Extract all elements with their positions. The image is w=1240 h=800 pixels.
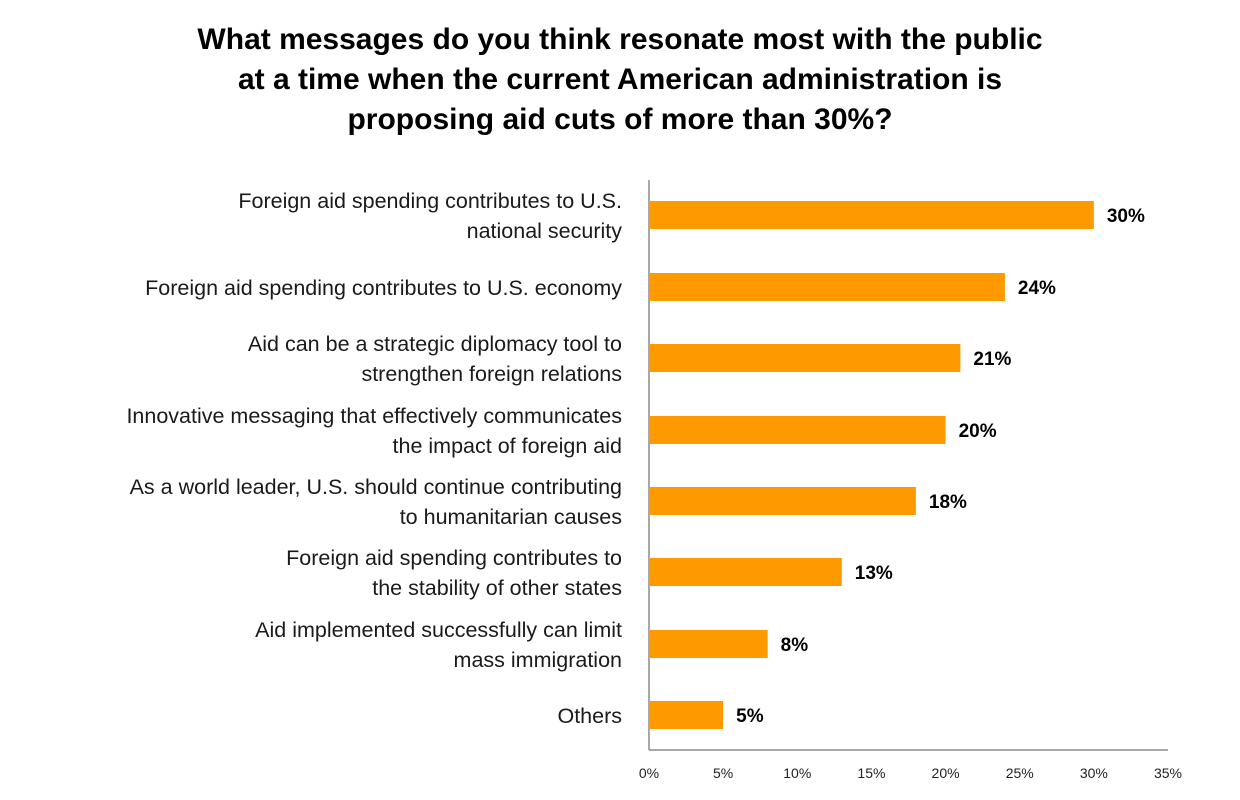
labels-group: 30% Foreign aid spending contributes to U… xyxy=(126,189,1145,728)
bars-group xyxy=(650,201,1094,729)
category-label: the stability of other states xyxy=(372,576,622,600)
category-label: Others xyxy=(557,704,622,728)
category-label: As a world leader, U.S. should continue … xyxy=(130,475,622,499)
bar xyxy=(650,201,1094,229)
bar xyxy=(650,558,842,586)
data-label: 13% xyxy=(855,563,893,584)
chart-title-line: at a time when the current American admi… xyxy=(237,63,1003,96)
x-tick-label: 30% xyxy=(1080,765,1108,781)
x-tick-label: 35% xyxy=(1154,765,1182,781)
data-label: 24% xyxy=(1018,278,1056,299)
category-label: to humanitarian causes xyxy=(400,505,622,529)
data-label: 8% xyxy=(781,635,809,656)
category-label: mass immigration xyxy=(454,648,622,672)
category-label: Innovative messaging that effectively co… xyxy=(126,404,622,428)
chart-title-line: proposing aid cuts of more than 30%? xyxy=(347,103,893,136)
category-label: strengthen foreign relations xyxy=(361,362,622,386)
category-label: Foreign aid spending contributes to xyxy=(286,546,622,570)
category-label: the impact of foreign aid xyxy=(393,434,622,458)
x-tick-label: 20% xyxy=(932,765,960,781)
category-label: national security xyxy=(467,219,623,243)
bar xyxy=(650,630,768,658)
x-tick-label: 15% xyxy=(857,765,885,781)
chart-title: What messages do you think resonate most… xyxy=(0,20,1240,140)
bar xyxy=(650,273,1005,301)
bar xyxy=(650,487,916,515)
data-label: 18% xyxy=(929,492,967,513)
category-label: Foreign aid spending contributes to U.S.… xyxy=(145,276,622,300)
category-label: Aid can be a strategic diplomacy tool to xyxy=(248,332,622,356)
axes-group: 0% 5% 10% 15% 20% 25% 30% 35% xyxy=(639,180,1182,781)
x-tick-label: 5% xyxy=(713,765,733,781)
x-tick-label: 10% xyxy=(783,765,811,781)
bar xyxy=(650,344,961,372)
bar xyxy=(650,416,946,444)
data-label: 20% xyxy=(959,421,997,442)
data-label: 21% xyxy=(973,349,1011,370)
data-label: 30% xyxy=(1107,206,1145,227)
bar xyxy=(650,701,724,729)
data-label: 5% xyxy=(736,706,764,727)
category-label: Aid implemented successfully can limit xyxy=(255,618,622,642)
chart-title-line: What messages do you think resonate most… xyxy=(197,23,1043,56)
category-label: Foreign aid spending contributes to U.S. xyxy=(238,189,622,213)
x-tick-label: 0% xyxy=(639,765,659,781)
x-tick-label: 25% xyxy=(1006,765,1034,781)
